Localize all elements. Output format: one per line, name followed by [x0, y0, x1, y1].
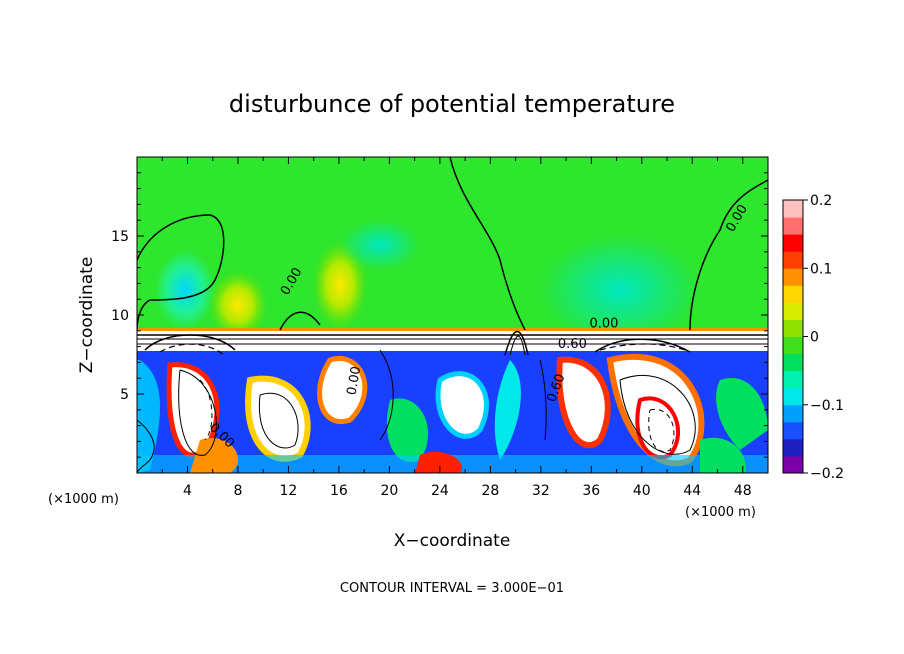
- x-tick-label: 12: [280, 483, 298, 499]
- x-tick-label: 40: [633, 483, 651, 499]
- field-blob: [155, 250, 215, 330]
- contour-value-label: 0.60: [558, 337, 587, 352]
- contour-line: [509, 335, 526, 356]
- x-axis: 4 8 12 16 20 24 28 32 36 40 44 48: [161, 157, 752, 499]
- colorbar-segment: [783, 200, 803, 218]
- contour-value-label: 0.00: [345, 365, 365, 396]
- contour-interval-note: CONTOUR INTERVAL = 3.000E−01: [340, 581, 564, 596]
- contour-line: [599, 343, 686, 351]
- colorbar-segment: [783, 438, 803, 457]
- contour-line: [594, 338, 691, 353]
- x-tick-label: 4: [183, 483, 192, 499]
- x-tick-label: 28: [481, 483, 499, 499]
- x-unit-left: (×1000 m): [48, 492, 119, 507]
- colorbar-segment: [783, 370, 803, 389]
- contour-line: [619, 374, 696, 455]
- x-axis-label: X−coordinate: [394, 531, 511, 551]
- y-tick-label: 10: [111, 308, 129, 324]
- colorbar: 0.2 0.1 0 −0.1 −0.2: [782, 193, 844, 482]
- contour-line: [504, 330, 529, 356]
- field-blob: [208, 270, 268, 340]
- chart-title: disturbunce of potential temperature: [229, 90, 675, 118]
- colorbar-segment: [783, 302, 803, 320]
- turbulence-patches: [137, 354, 768, 473]
- contour-line: [689, 179, 768, 331]
- y-tick-label: 15: [111, 229, 129, 245]
- colorbar-tick-label: 0: [810, 330, 819, 346]
- contour-line: [539, 359, 547, 441]
- field-blob: [340, 220, 420, 270]
- colorbar-segment: [783, 387, 803, 406]
- contour-lines: [137, 157, 768, 473]
- colorbar-tick-label: 0.2: [810, 193, 832, 209]
- colorbar-segment: [783, 336, 803, 355]
- x-tick-label: 16: [330, 483, 348, 499]
- colorbar-tick-label: 0.1: [810, 261, 832, 277]
- colorbar-tick-label: −0.1: [810, 398, 844, 414]
- contour-line: [159, 343, 226, 357]
- x-tick-label: 32: [532, 483, 550, 499]
- x-tick-label: 44: [683, 483, 701, 499]
- contour-line: [258, 392, 299, 449]
- colorbar-segment: [783, 234, 803, 252]
- x-tick-label: 24: [431, 483, 449, 499]
- y-axis: 5 10 15: [111, 172, 768, 458]
- contour-line: [449, 157, 526, 331]
- contour-labels: 0.000.000.000.600.00 0.600.00: [206, 202, 751, 451]
- contour-line: [379, 349, 394, 441]
- colorbar-segment: [783, 353, 803, 372]
- x-tick-label: 20: [380, 483, 398, 499]
- y-tick-label: 5: [120, 387, 129, 403]
- transition-band: [137, 328, 768, 331]
- x-tick-label: 36: [582, 483, 600, 499]
- colorbar-segment: [783, 217, 803, 235]
- colorbar-tick-label: −0.2: [810, 466, 844, 482]
- colorbar-segment: [783, 455, 803, 474]
- heatmap-field: [137, 157, 768, 473]
- contour-line: [144, 334, 236, 351]
- colorbar-segment: [783, 404, 803, 423]
- field-blob: [540, 235, 700, 345]
- colorbar-segment: [783, 421, 803, 440]
- x-unit-right: (×1000 m): [685, 505, 756, 520]
- contour-line: [137, 214, 225, 331]
- colorbar-segment: [783, 251, 803, 269]
- colorbar-segment: [783, 268, 803, 286]
- transition-band: [137, 331, 768, 351]
- x-tick-label: 8: [233, 483, 242, 499]
- colorbar-segment: [783, 285, 803, 303]
- contour-line: [279, 311, 321, 331]
- contour-line: [648, 408, 675, 453]
- contour-line: [137, 419, 155, 473]
- x-tick-label: 48: [734, 483, 752, 499]
- contour-value-label: 0.00: [589, 317, 618, 332]
- y-axis-label: Z−coordinate: [77, 257, 97, 374]
- colorbar-segment: [783, 319, 803, 337]
